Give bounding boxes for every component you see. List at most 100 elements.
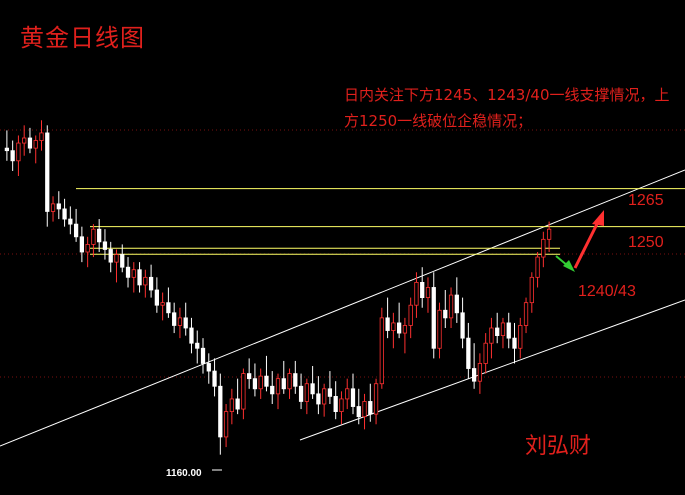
annotation-text: 日内关注下方1245、1243/40一线支撑情况，上方1250一线破位企稳情况； [344, 86, 670, 130]
candle-body [39, 132, 44, 141]
candle-body [322, 388, 327, 405]
candle-body [287, 373, 292, 390]
candle-body [10, 150, 15, 162]
candle-body [172, 312, 177, 326]
candle-body [143, 276, 148, 286]
candle-body [385, 317, 390, 331]
candle-body [50, 203, 56, 212]
candle-body [189, 327, 194, 344]
candle-body [195, 342, 200, 349]
candle-body [91, 228, 96, 245]
candle-body [27, 137, 33, 149]
candle-body [108, 249, 113, 263]
candle-body [281, 378, 286, 390]
candle-body [541, 238, 546, 258]
candle-body [218, 385, 223, 438]
candle-body [333, 395, 338, 412]
candle-body [275, 378, 281, 395]
candle-body [471, 368, 477, 382]
level-label-1240-43: 1240/43 [578, 283, 636, 300]
candle-body [33, 140, 38, 149]
candle-body [85, 243, 90, 253]
candle-body [131, 269, 136, 278]
candle-body [535, 256, 540, 278]
candle-body [125, 266, 131, 278]
candle-body [223, 411, 229, 438]
candle-body [425, 287, 431, 299]
candle-body [177, 317, 183, 326]
candle-body [137, 269, 142, 286]
candle-body [362, 401, 367, 418]
candle-body [56, 203, 61, 210]
candle-body [350, 388, 356, 407]
candle-body [258, 375, 263, 390]
candle-body [431, 287, 436, 349]
chart-title: 黄金日线图 [20, 24, 145, 52]
candle-body [448, 294, 454, 319]
candle-body [97, 228, 102, 243]
candle-body [229, 398, 234, 412]
candle-body [264, 375, 269, 387]
candle-body [373, 383, 379, 415]
candle-body [443, 309, 448, 319]
candle-body [166, 302, 171, 314]
candle-body [22, 137, 27, 144]
candle-body [62, 208, 67, 220]
candle-body [154, 289, 159, 306]
candle-body [477, 363, 483, 382]
candle-body [437, 309, 442, 349]
candle-body [408, 304, 413, 326]
candle-body [529, 276, 534, 304]
candle-body [368, 401, 373, 415]
candle-body [148, 276, 154, 291]
candle-body [252, 378, 258, 390]
candle-body [512, 337, 517, 349]
candle-body [414, 281, 419, 306]
candle-body [500, 322, 506, 336]
candle-body [483, 342, 488, 364]
candle-body [495, 327, 500, 336]
candle-body [316, 393, 321, 405]
candle-body [460, 312, 465, 339]
channel-lower-line [299, 299, 685, 441]
author-name: 刘弘财 [525, 434, 592, 459]
candle-body [546, 228, 552, 240]
candle-body [523, 302, 529, 326]
level-label-1265: 1265 [628, 192, 664, 209]
candle-body [247, 373, 252, 380]
channel-upper-line [0, 169, 685, 447]
candle-body [298, 385, 304, 402]
level-label-1250: 1250 [628, 234, 664, 251]
candle-body [339, 398, 344, 412]
candle-body [183, 317, 188, 329]
candle-body [120, 254, 125, 268]
down-arrow-head [563, 260, 575, 272]
candle-body [200, 347, 206, 364]
candle-body [79, 236, 85, 253]
candle-body [160, 302, 165, 306]
candle-body [45, 132, 50, 212]
up-arrow-head [592, 210, 604, 226]
candle-body [402, 325, 408, 334]
candle-body [397, 322, 402, 334]
candle-body [327, 388, 333, 397]
candle-body [454, 294, 459, 314]
candle-body [293, 373, 298, 387]
candle-body [304, 383, 309, 402]
low-price-label: 1160.00 [166, 468, 202, 479]
level-lines [76, 188, 685, 255]
candles [4, 120, 552, 455]
candle-body [114, 254, 119, 263]
candle-body [212, 370, 217, 387]
candle-body [345, 388, 350, 400]
candle-body [506, 322, 511, 339]
candle-body [68, 218, 73, 225]
candle-body [270, 385, 275, 395]
candle-body [73, 223, 79, 238]
candle-body [310, 383, 315, 395]
candle-body [489, 327, 494, 344]
candle-body [235, 398, 240, 410]
candle-body [379, 317, 384, 385]
candle-body [391, 322, 396, 331]
